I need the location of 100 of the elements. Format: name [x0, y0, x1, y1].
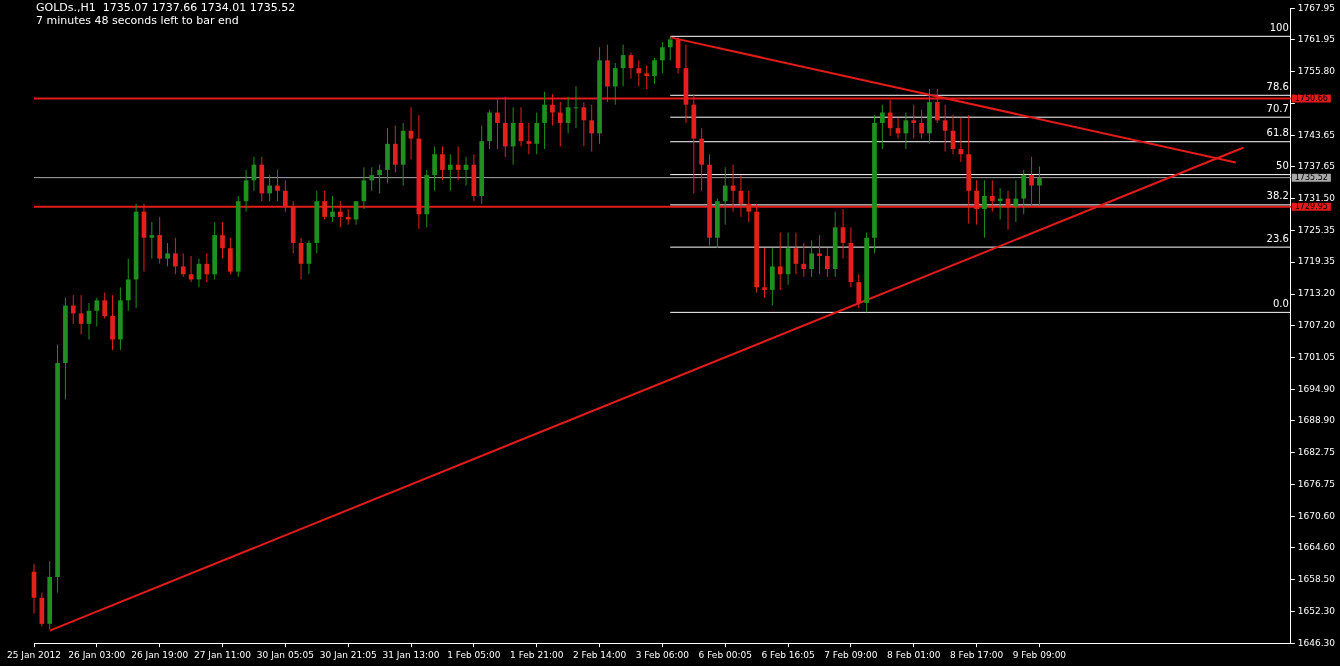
- candlestick: [330, 195, 335, 223]
- y-tick-label: 1658.50: [1297, 573, 1336, 584]
- candlestick: [149, 221, 155, 260]
- x-tick-label: 27 Jan 11:00: [194, 649, 252, 660]
- candlestick: [102, 292, 108, 320]
- series-label: 50: [1276, 160, 1289, 172]
- candlestick: [644, 65, 650, 90]
- y-tick-label: 1646.30: [1297, 637, 1336, 648]
- candlestick: [220, 221, 225, 260]
- candlestick: [78, 294, 84, 335]
- legend-label: 70.7: [1266, 102, 1289, 114]
- y-tick-label: 1664.60: [1297, 542, 1336, 553]
- chart-title: GOLDs.,H1 1735.07 1737.66 1734.01 1735.52: [36, 1, 296, 15]
- candlestick: [94, 297, 100, 327]
- candlestick: [801, 242, 807, 278]
- candlestick: [157, 216, 163, 265]
- candlestick: [377, 164, 382, 194]
- candlestick: [110, 294, 115, 351]
- candlestick: [660, 41, 665, 74]
- candlestick: [447, 153, 453, 192]
- y-tick-label: 1719.35: [1297, 256, 1335, 267]
- candlestick: [589, 104, 595, 153]
- candlestick: [557, 101, 563, 147]
- y-tick-label: 1707.20: [1297, 319, 1336, 330]
- candlestick: [777, 232, 783, 291]
- series-label: 38.2: [1266, 190, 1289, 202]
- series-label: 100: [1269, 21, 1289, 33]
- y-tick-label: 1682.75: [1297, 447, 1335, 458]
- candlestick: [510, 106, 516, 166]
- candlestick: [942, 104, 948, 153]
- y-tick-label: 1737.65: [1297, 160, 1335, 171]
- ref-line-label: 1735.52: [1294, 172, 1328, 182]
- legend-label: 0.0: [1272, 297, 1289, 309]
- ref-line-label: 1729.95: [1294, 201, 1328, 211]
- candlestick: [919, 109, 924, 140]
- y-tick-label: 1761.95: [1297, 34, 1335, 45]
- candlestick: [173, 237, 178, 275]
- y-tick-label: 1743.65: [1297, 129, 1335, 140]
- candlestick: [667, 36, 673, 61]
- candlestick: [267, 174, 272, 202]
- candlestick: [180, 252, 186, 278]
- y-tick-label: 1731.50: [1297, 192, 1336, 203]
- candlestick: [817, 234, 822, 275]
- x-tick-label: 25 Jan 2012: [7, 649, 61, 660]
- x-tick-label: 30 Jan 05:05: [256, 649, 314, 660]
- x-tick-label: 2 Feb 14:00: [572, 649, 627, 660]
- candlestick: [534, 112, 540, 155]
- x-tick-label: 30 Jan 21:05: [319, 649, 377, 660]
- candlestick: [762, 247, 767, 299]
- y-tick-label: 1670.60: [1297, 510, 1336, 521]
- candlestick: [824, 247, 830, 278]
- candlestick: [722, 166, 728, 226]
- x-tick-label: 31 Jan 13:00: [382, 649, 440, 660]
- x-tick-label: 9 Feb 09:00: [1012, 649, 1067, 660]
- x-tick-label: 8 Feb 01:00: [887, 649, 941, 660]
- candlestick: [770, 247, 775, 307]
- candlestick: [612, 62, 618, 106]
- y-tick-label: 1688.90: [1297, 415, 1336, 426]
- candlestick: [526, 122, 532, 155]
- candlestick: [1021, 169, 1027, 215]
- candlestick: [1037, 165, 1042, 207]
- y-tick-label: 1767.95: [1297, 2, 1335, 13]
- candlestick: [392, 125, 398, 174]
- y-tick-label: 1755.80: [1297, 66, 1336, 77]
- candlestick: [125, 258, 131, 312]
- candlestick: [652, 57, 657, 85]
- candlestick: [636, 59, 642, 87]
- candlestick: [911, 104, 917, 140]
- candlestick: [581, 101, 587, 147]
- candlestick: [809, 239, 814, 278]
- candlestick: [204, 252, 210, 283]
- y-tick-label: 1676.75: [1297, 478, 1335, 489]
- candlestick: [432, 145, 437, 192]
- candlestick: [275, 169, 280, 202]
- x-tick-label: 26 Jan 03:00: [68, 649, 126, 660]
- candlestick: [982, 179, 987, 239]
- candlestick: [440, 145, 445, 181]
- candlestick: [879, 104, 885, 150]
- y-tick-label: 1713.20: [1297, 288, 1336, 299]
- x-tick-label: 6 Feb 16:05: [761, 649, 815, 660]
- x-tick-label: 26 Jan 19:00: [131, 649, 189, 660]
- y-tick-label: 1701.05: [1297, 351, 1335, 362]
- x-tick-label: 1 Feb 05:00: [447, 649, 501, 660]
- candlestick: [165, 242, 170, 267]
- candlestick: [455, 145, 461, 181]
- y-tick-label: 1725.35: [1297, 225, 1335, 236]
- x-tick-label: 7 Feb 09:00: [824, 649, 878, 660]
- x-tick-label: 6 Feb 00:05: [698, 649, 752, 660]
- y-tick-label: 1652.30: [1297, 606, 1336, 617]
- legend-label: 23.6: [1266, 232, 1289, 244]
- y-tick-label: 1694.90: [1297, 383, 1336, 394]
- ref-line-label: 1750.66: [1294, 93, 1328, 103]
- x-tick-label: 1 Feb 21:00: [510, 649, 564, 660]
- x-tick-label: 8 Feb 17:00: [949, 649, 1004, 660]
- candlestick: [542, 91, 547, 150]
- annotation: 7 minutes 48 seconds left to bar end: [36, 14, 239, 28]
- legend-label: 78.6: [1266, 80, 1289, 92]
- series-label: 61.8: [1266, 127, 1289, 139]
- candlestick: [369, 166, 375, 192]
- candlestick: [856, 273, 862, 309]
